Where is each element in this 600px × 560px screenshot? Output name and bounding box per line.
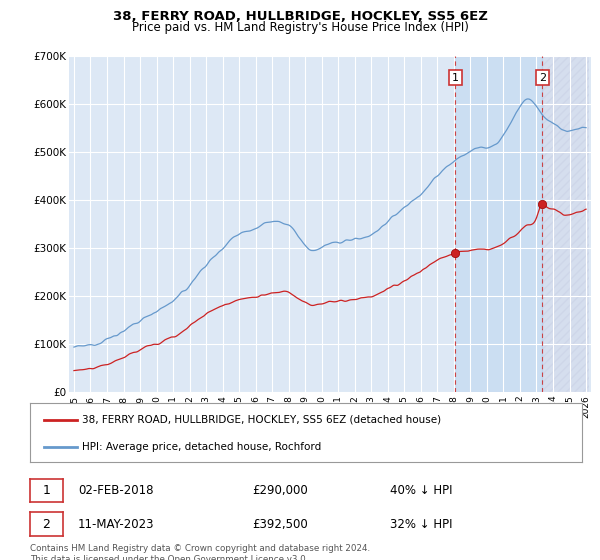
Text: 40% ↓ HPI: 40% ↓ HPI [390,484,452,497]
Text: 1: 1 [452,73,459,83]
Text: £392,500: £392,500 [252,517,308,531]
Text: 38, FERRY ROAD, HULLBRIDGE, HOCKLEY, SS5 6EZ (detached house): 38, FERRY ROAD, HULLBRIDGE, HOCKLEY, SS5… [82,414,442,424]
Bar [455,56,542,392]
Text: 1: 1 [43,484,50,497]
Text: 02-FEB-2018: 02-FEB-2018 [78,484,154,497]
Text: 2: 2 [539,73,546,83]
Text: 11-MAY-2023: 11-MAY-2023 [78,517,155,531]
Text: £290,000: £290,000 [252,484,308,497]
Text: Contains HM Land Registry data © Crown copyright and database right 2024.
This d: Contains HM Land Registry data © Crown c… [30,544,370,560]
Bar [542,56,589,392]
Text: 38, FERRY ROAD, HULLBRIDGE, HOCKLEY, SS5 6EZ: 38, FERRY ROAD, HULLBRIDGE, HOCKLEY, SS5… [113,10,487,23]
Text: 2: 2 [43,517,50,531]
Text: HPI: Average price, detached house, Rochford: HPI: Average price, detached house, Roch… [82,442,322,452]
Text: 32% ↓ HPI: 32% ↓ HPI [390,517,452,531]
Text: Price paid vs. HM Land Registry's House Price Index (HPI): Price paid vs. HM Land Registry's House … [131,21,469,34]
